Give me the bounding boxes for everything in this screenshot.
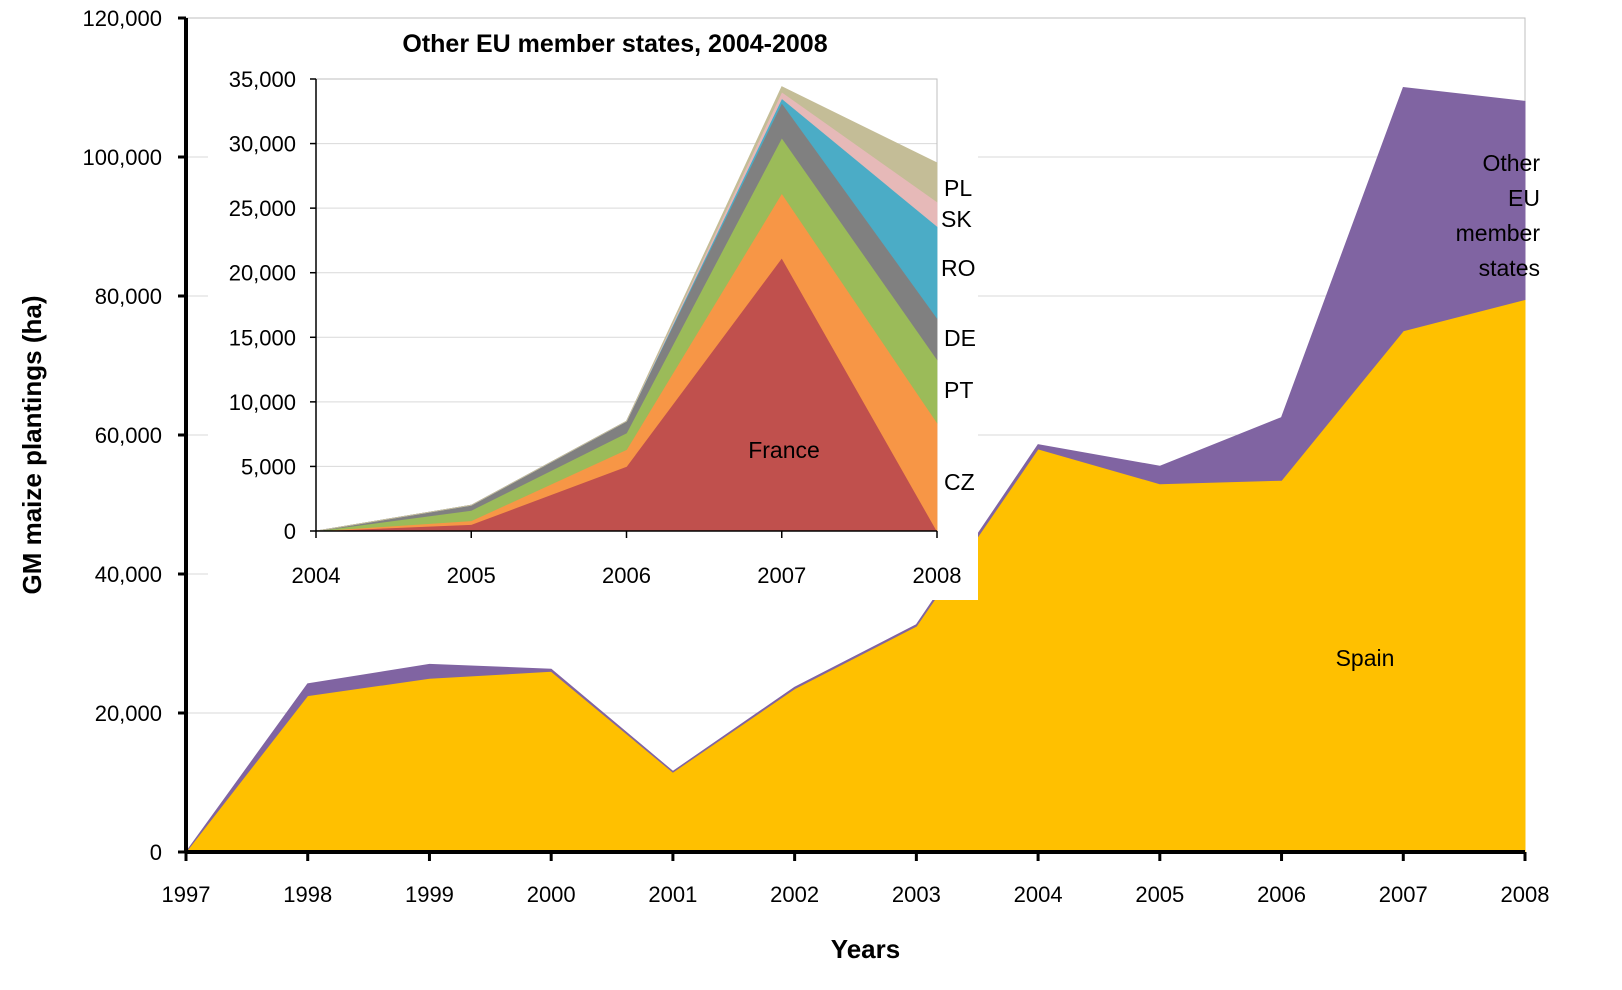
area-label-spain: Spain — [1336, 645, 1395, 671]
main-x-tick-label: 2007 — [1379, 882, 1428, 907]
inset-area-pl — [315, 86, 938, 532]
inset-area-label-france: France — [748, 437, 820, 463]
main-x-axis-title: Years — [831, 934, 900, 964]
inset-y-tick-label: 15,000 — [229, 325, 296, 350]
inset-title: Other EU member states, 2004-2008 — [402, 30, 827, 58]
main-x-tick-label: 2004 — [1014, 882, 1063, 907]
main-x-tick-label: 2003 — [892, 882, 941, 907]
main-chart: 0 20,000 40,000 60,000 80,000 100,000 120,000 1… — [17, 6, 1549, 964]
inset-y-tick-label: 25,000 — [229, 196, 296, 221]
inset-x-tick-label: 2005 — [447, 563, 496, 588]
area-label-other-eu-member-states: Other — [1482, 150, 1540, 176]
inset-y-tick-label: 30,000 — [229, 132, 296, 157]
inset-area-label-pl: PL — [944, 175, 972, 201]
inset-chart: 0 5,000 10,000 15,000 20,000 25,000 30,000 35,0… — [208, 22, 978, 600]
inset-area-label-ro: RO — [941, 255, 976, 281]
main-x-tick-label: 2002 — [770, 882, 819, 907]
inset-x-tick-label: 2007 — [757, 563, 806, 588]
inset-y-tick-label: 0 — [284, 519, 296, 544]
main-y-tick-label: 20,000 — [95, 701, 162, 726]
inset-area-label-sk: SK — [941, 206, 972, 232]
inset-area-label-cz: CZ — [944, 469, 975, 495]
main-y-tick-label: 60,000 — [95, 423, 162, 448]
main-y-tick-label: 80,000 — [95, 284, 162, 309]
inset-x-tick-label: 2006 — [602, 563, 651, 588]
inset-y-tick-label: 35,000 — [229, 67, 296, 92]
main-x-tick-label: 1997 — [162, 882, 211, 907]
main-x-tick-label: 2006 — [1257, 882, 1306, 907]
main-y-tick-label: 120,000 — [82, 6, 162, 31]
inset-area-label-de: DE — [944, 325, 976, 351]
main-x-tick-label: 2005 — [1135, 882, 1184, 907]
inset-y-tick-label: 20,000 — [229, 261, 296, 286]
inset-area-label-pt: PT — [944, 377, 973, 403]
area-label-other-eu-member-states: member — [1456, 220, 1541, 246]
main-y-axis-title: GM maize plantings (ha) — [17, 295, 47, 594]
main-x-tick-label: 2008 — [1501, 882, 1550, 907]
main-x-tick-label: 1998 — [283, 882, 332, 907]
main-y-tick-label: 100,000 — [82, 145, 162, 170]
inset-y-tick-label: 5,000 — [241, 454, 296, 479]
area-label-other-eu-member-states: states — [1479, 255, 1540, 281]
inset-y-tick-label: 10,000 — [229, 390, 296, 415]
main-x-tick-label: 2000 — [527, 882, 576, 907]
area-label-other-eu-member-states: EU — [1508, 185, 1540, 211]
area-other-eu-member-states — [185, 86, 1526, 853]
main-x-tick-label: 1999 — [405, 882, 454, 907]
main-y-tick-label: 40,000 — [95, 562, 162, 587]
inset-x-tick-label: 2004 — [292, 563, 341, 588]
inset-x-tick-label: 2008 — [913, 563, 962, 588]
main-y-tick-label: 0 — [150, 840, 162, 865]
main-x-tick-label: 2001 — [648, 882, 697, 907]
